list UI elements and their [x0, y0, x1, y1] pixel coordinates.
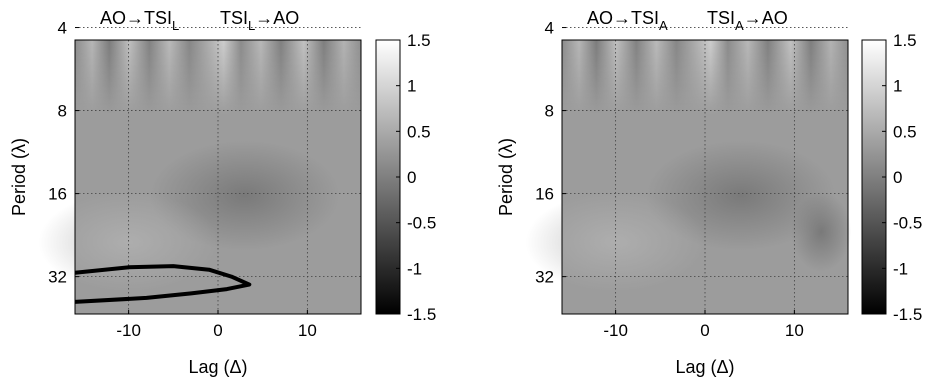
colorbar-tick-label: 0 [893, 168, 902, 187]
title-left-main: AO→TSI [587, 8, 659, 28]
x-tick-label: 0 [700, 321, 709, 340]
title-right-main: TSI [707, 8, 735, 28]
x-tick-label: 10 [785, 321, 804, 340]
title-left: AO→TSIL [100, 8, 179, 33]
colorbar-tick-label: 1.5 [893, 31, 917, 50]
title-right-subscript: A [735, 18, 744, 33]
x-tick-label: 0 [213, 321, 222, 340]
colorbar-tick-label: -1 [407, 259, 422, 278]
x-tick-label: 10 [298, 321, 317, 340]
title-right-main: TSI [220, 8, 248, 28]
title-left-main: AO→TSI [100, 8, 172, 28]
colorbar-tick-label: -0.5 [407, 214, 436, 233]
title-right: TSIL→AO [220, 8, 299, 33]
title-left: AO→TSIA [587, 8, 668, 33]
heatmap-dark-region-right [791, 191, 852, 272]
colorbar-tick-label: 1.5 [407, 31, 431, 50]
title-right: TSIA→AO [707, 8, 788, 33]
title-right-suffix: →AO [255, 8, 299, 28]
y-tick-label: 32 [48, 268, 67, 287]
y-tick-label: 8 [545, 102, 554, 121]
colorbar-tick-label: 0.5 [407, 122, 431, 141]
y-tick-label: 16 [48, 185, 67, 204]
y-tick-label: 4 [58, 19, 67, 38]
x-axis-label: Lag (Δ) [188, 357, 247, 377]
colorbar-tick-label: 0.5 [893, 122, 917, 141]
x-axis-label: Lag (Δ) [675, 357, 734, 377]
x-tick-label: -10 [116, 321, 141, 340]
y-tick-label: 8 [58, 102, 67, 121]
colorbar-tick-label: -0.5 [893, 214, 922, 233]
heatmap-light-region [525, 192, 706, 293]
colorbar-tick-label: 0 [407, 168, 416, 187]
x-tick-label: -10 [603, 321, 628, 340]
title-right-subscript: L [248, 18, 255, 33]
colorbar-tick-label: -1 [893, 259, 908, 278]
y-tick-label: 4 [545, 19, 554, 38]
colorbar-tick-label: 1 [407, 77, 416, 96]
title-left-subscript: L [172, 18, 179, 33]
y-tick-label: 16 [535, 185, 554, 204]
colorbar-tick-label: 1 [893, 77, 902, 96]
colorbar-tick-label: -1.5 [407, 305, 436, 324]
title-left-subscript: A [659, 18, 668, 33]
colorbar-tick-label: -1.5 [893, 305, 922, 324]
y-tick-label: 32 [535, 268, 554, 287]
significance-contour [74, 264, 252, 304]
title-right-suffix: →AO [744, 8, 788, 28]
y-axis-label: Period (λ) [9, 138, 29, 216]
y-axis-label: Period (λ) [496, 138, 516, 216]
